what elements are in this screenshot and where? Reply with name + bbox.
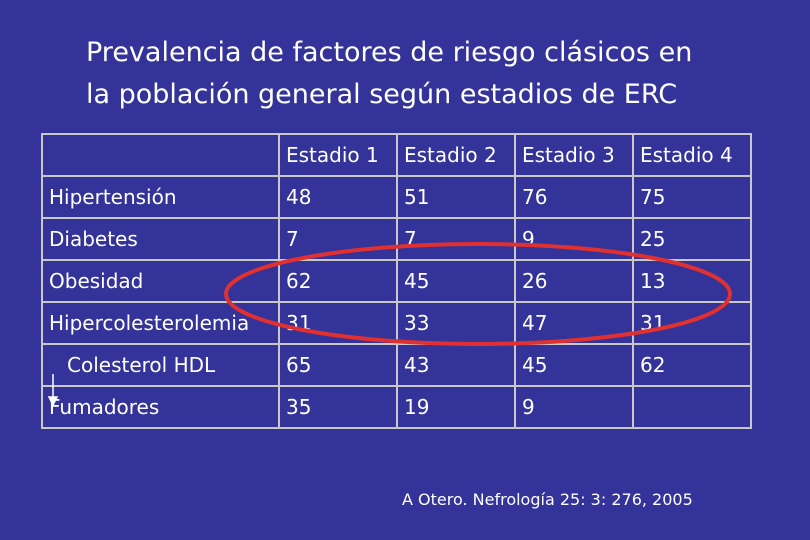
value-cell: 45 [514, 343, 634, 387]
value-cell: 62 [632, 343, 752, 387]
value-cell: 7 [396, 217, 516, 261]
value-cell: 75 [632, 175, 752, 219]
value-cell: 9 [514, 385, 634, 429]
value-cell: 19 [396, 385, 516, 429]
table-row: Fumadores 35 19 9 [41, 385, 752, 429]
value-cell: 26 [514, 259, 634, 303]
table-row: Hipercolesterolemia 31 33 47 31 [41, 301, 752, 345]
source-citation: A Otero. Nefrología 25: 3: 276, 2005 [402, 490, 693, 509]
data-table: Estadio 1 Estadio 2 Estadio 3 Estadio 4 Hipe… [41, 133, 752, 429]
value-cell: 48 [278, 175, 398, 219]
value-cell: 13 [632, 259, 752, 303]
value-cell: 7 [278, 217, 398, 261]
value-cell: 76 [514, 175, 634, 219]
column-header: Estadio 4 [632, 133, 752, 177]
value-cell: 35 [278, 385, 398, 429]
header-row: Estadio 1 Estadio 2 Estadio 3 Estadio 4 [41, 133, 752, 177]
value-cell: 31 [278, 301, 398, 345]
table-row: Colesterol HDL 65 43 45 62 [41, 343, 752, 387]
value-cell: 51 [396, 175, 516, 219]
value-cell: 25 [632, 217, 752, 261]
table-row: Diabetes 7 7 9 25 [41, 217, 752, 261]
row-label: Diabetes [41, 217, 280, 261]
corner-cell [41, 133, 280, 177]
value-cell: 33 [396, 301, 516, 345]
title-line: la población general según estadios de E… [86, 79, 678, 110]
empty-cell [632, 385, 752, 429]
row-label: Colesterol HDL [41, 343, 280, 387]
row-label: Obesidad [41, 259, 280, 303]
value-cell: 9 [514, 217, 634, 261]
value-cell: 62 [278, 259, 398, 303]
slide-title: Prevalencia de factores de riesgo clásic… [86, 32, 692, 116]
column-header: Estadio 2 [396, 133, 516, 177]
value-cell: 31 [632, 301, 752, 345]
row-label: Hipercolesterolemia [41, 301, 280, 345]
column-header: Estadio 3 [514, 133, 634, 177]
value-cell: 43 [396, 343, 516, 387]
value-cell: 47 [514, 301, 634, 345]
column-header: Estadio 1 [278, 133, 398, 177]
table-row: Hipertensión 48 51 76 75 [41, 175, 752, 219]
title-line: Prevalencia de factores de riesgo clásic… [86, 37, 693, 68]
value-cell: 45 [396, 259, 516, 303]
row-label: Fumadores [41, 385, 280, 429]
row-label: Hipertensión [41, 175, 280, 219]
table-row: Obesidad 62 45 26 13 [41, 259, 752, 303]
value-cell: 65 [278, 343, 398, 387]
